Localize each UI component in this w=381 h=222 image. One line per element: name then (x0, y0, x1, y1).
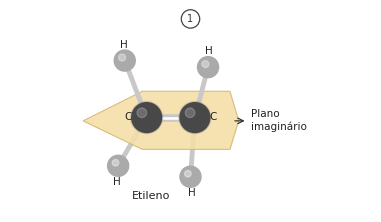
Circle shape (108, 155, 129, 176)
Circle shape (132, 103, 162, 133)
Circle shape (179, 102, 211, 134)
Circle shape (118, 54, 126, 61)
Text: C: C (124, 112, 132, 122)
Circle shape (202, 61, 209, 67)
Text: H: H (188, 188, 195, 198)
Text: H: H (120, 40, 128, 50)
Circle shape (137, 108, 147, 118)
Text: H: H (113, 177, 121, 187)
Circle shape (184, 170, 191, 177)
Text: C: C (210, 112, 217, 122)
Text: Plano
imaginário: Plano imaginário (251, 109, 307, 132)
Circle shape (114, 50, 135, 71)
Circle shape (180, 166, 201, 187)
Circle shape (131, 102, 163, 134)
Circle shape (180, 103, 210, 133)
Polygon shape (83, 91, 239, 149)
Circle shape (112, 159, 119, 166)
Text: H: H (205, 46, 213, 56)
Circle shape (197, 57, 219, 78)
Text: Etileno: Etileno (132, 192, 170, 202)
Circle shape (185, 108, 195, 118)
Text: 1: 1 (187, 14, 194, 24)
